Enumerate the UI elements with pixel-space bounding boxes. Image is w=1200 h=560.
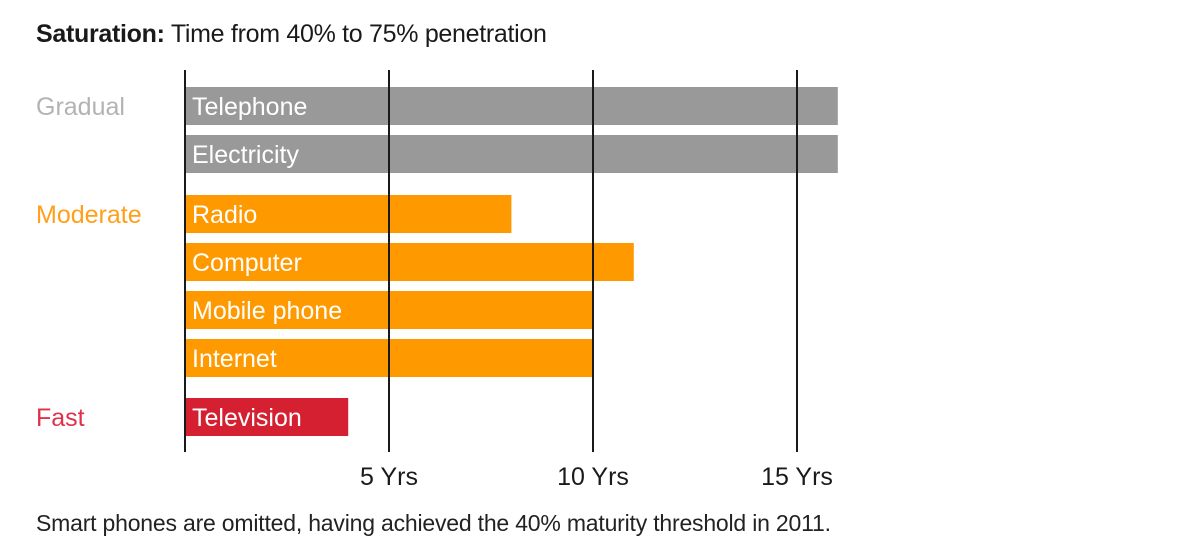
bar-label-internet: Internet: [192, 345, 277, 373]
bar-label-telephone: Telephone: [192, 93, 307, 121]
group-label-moderate: Moderate: [36, 201, 142, 229]
tick-label-10: 10 Yrs: [557, 463, 629, 491]
group-label-fast: Fast: [36, 404, 85, 432]
bar-television: [185, 398, 349, 436]
group-label-gradual: Gradual: [36, 93, 125, 121]
bar-label-mobile-phone: Mobile phone: [192, 297, 342, 325]
bar-electricity: [185, 135, 838, 173]
chart-title: Saturation: Time from 40% to 75% penetra…: [36, 20, 547, 49]
chart-title-rest: Time from 40% to 75% penetration: [164, 20, 547, 48]
bar-label-electricity: Electricity: [192, 141, 299, 169]
tick-label-15: 15 Yrs: [761, 463, 833, 491]
bar-label-radio: Radio: [192, 201, 257, 229]
grid-layer: 5 Yrs 10 Yrs 15 Yrs: [184, 70, 833, 491]
bar-label-computer: Computer: [192, 249, 302, 277]
bar-label-television: Television: [192, 404, 302, 432]
footnote: Smart phones are omitted, having achieve…: [36, 510, 831, 536]
bar-telephone: [185, 87, 838, 125]
bar-computer: [185, 243, 634, 281]
tick-label-5: 5 Yrs: [360, 463, 418, 491]
bar-radio: [185, 195, 512, 233]
chart-title-bold: Saturation:: [36, 20, 165, 48]
bars-layer: Gradual Telephone Electricity Moderate Radio…: [36, 87, 838, 436]
